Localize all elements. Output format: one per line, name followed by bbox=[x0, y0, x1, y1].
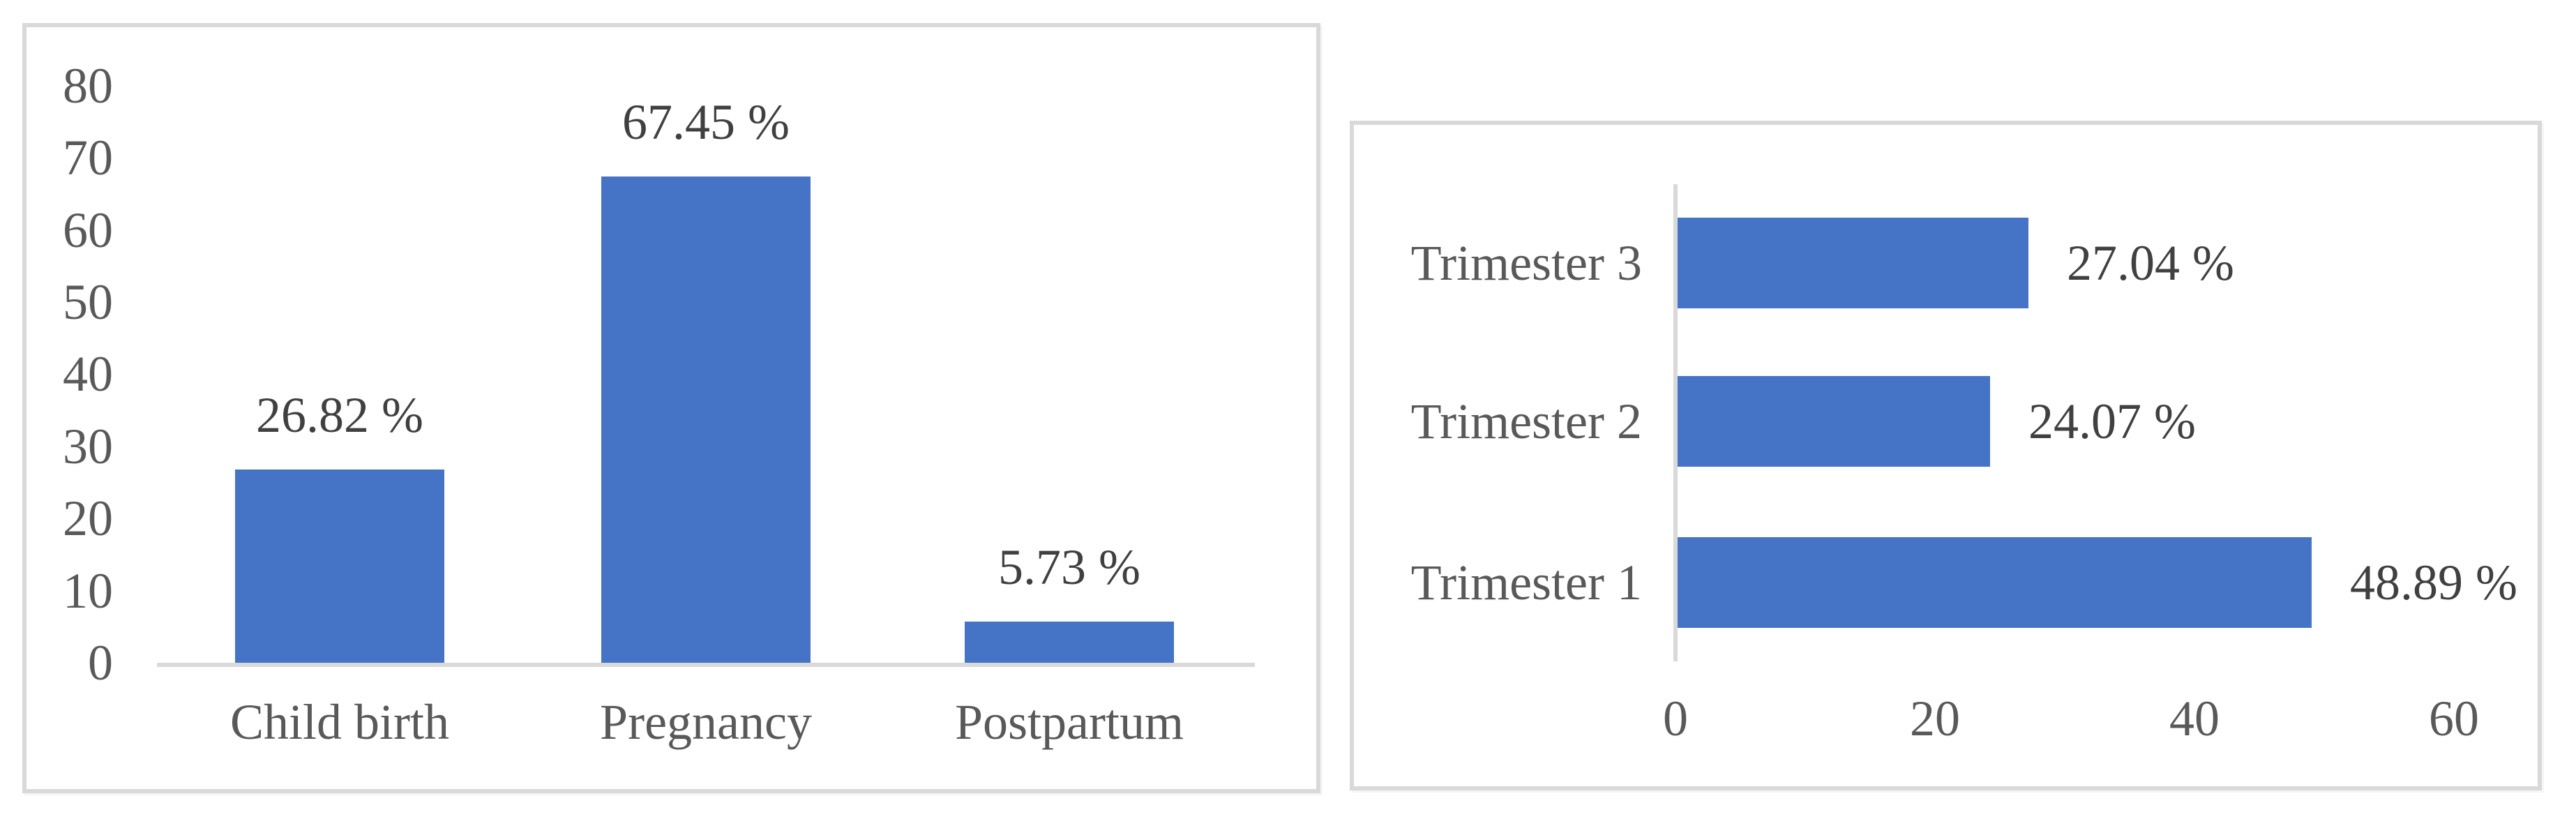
y-tick-label: 60 bbox=[63, 202, 113, 258]
bar-trimester-3 bbox=[1678, 218, 2028, 308]
value-label: 24.07 % bbox=[2028, 393, 2196, 449]
category-label: Trimester 1 bbox=[1410, 555, 1642, 610]
value-label: 5.73 % bbox=[998, 539, 1140, 595]
y-tick-label: 40 bbox=[63, 346, 113, 402]
category-label: Child birth bbox=[229, 694, 450, 750]
y-tick-label: 10 bbox=[63, 563, 113, 619]
bar-postpartum bbox=[965, 622, 1174, 663]
y-tick-label: 70 bbox=[63, 130, 113, 186]
vertical-bar-chart-plot-area: 0 10 20 30 40 50 60 70 80 26.82 % Child birth 67.45… bbox=[27, 27, 1316, 789]
y-tick-label: 20 bbox=[63, 490, 113, 546]
y-tick-label: 30 bbox=[63, 419, 113, 474]
bar-child-birth bbox=[235, 470, 444, 663]
x-tick-label: 60 bbox=[2429, 691, 2479, 746]
value-label: 27.04 % bbox=[2067, 235, 2234, 291]
x-tick-label: 0 bbox=[1663, 691, 1688, 746]
vertical-bar-chart-panel: 0 10 20 30 40 50 60 70 80 26.82 % Child birth 67.45… bbox=[22, 23, 1320, 793]
category-label: Pregnancy bbox=[600, 694, 812, 750]
value-label: 26.82 % bbox=[256, 387, 423, 443]
value-label: 67.45 % bbox=[622, 94, 790, 150]
bar-trimester-2 bbox=[1678, 376, 1990, 467]
bar-trimester-1 bbox=[1678, 537, 2312, 628]
x-tick-label: 20 bbox=[1910, 691, 1960, 746]
y-tick-label: 50 bbox=[63, 274, 113, 330]
x-tick-label: 40 bbox=[2169, 691, 2220, 746]
category-label: Postpartum bbox=[954, 694, 1184, 750]
horizontal-bar-chart-plot-area: Trimester 3 27.04 % Trimester 2 24.07 % Trim… bbox=[1354, 125, 2538, 786]
category-label: Trimester 2 bbox=[1410, 393, 1642, 449]
y-tick-label: 80 bbox=[63, 58, 113, 114]
value-label: 48.89 % bbox=[2350, 555, 2517, 610]
bar-pregnancy bbox=[601, 177, 811, 663]
category-label: Trimester 3 bbox=[1410, 235, 1642, 291]
y-tick-label: 0 bbox=[88, 635, 113, 691]
horizontal-bar-chart-panel: Trimester 3 27.04 % Trimester 2 24.07 % Trim… bbox=[1350, 121, 2542, 790]
y-axis-line bbox=[1673, 184, 1678, 661]
x-axis-line bbox=[157, 663, 1255, 667]
